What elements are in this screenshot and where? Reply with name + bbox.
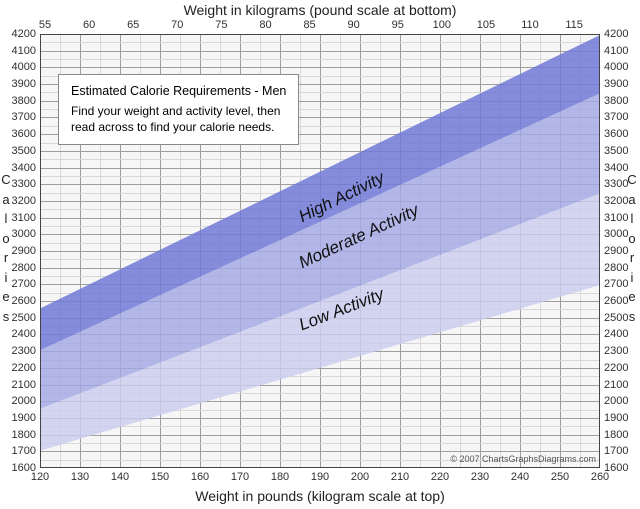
tick-label-right: 2400 [604, 328, 628, 340]
tick-label-top: 55 [39, 19, 51, 31]
tick-label-right: 3900 [604, 78, 628, 90]
tick-label-left: 2800 [12, 262, 36, 274]
tick-label-left: 2900 [12, 245, 36, 257]
tick-label-top: 60 [83, 19, 95, 31]
tick-label-bottom: 250 [551, 471, 569, 483]
tick-label-left: 1600 [12, 462, 36, 474]
tick-label-left: 2300 [12, 345, 36, 357]
tick-label-right: 2700 [604, 278, 628, 290]
tick-label-left: 4200 [12, 28, 36, 40]
tick-label-left: 2000 [12, 395, 36, 407]
tick-label-left: 2500 [12, 312, 36, 324]
tick-label-right: 3000 [604, 228, 628, 240]
tick-label-left: 3100 [12, 212, 36, 224]
tick-label-bottom: 200 [351, 471, 369, 483]
tick-label-right: 2900 [604, 245, 628, 257]
tick-label-right: 3400 [604, 162, 628, 174]
tick-label-right: 3300 [604, 178, 628, 190]
tick-label-top: 65 [127, 19, 139, 31]
tick-label-right: 1900 [604, 412, 628, 424]
tick-label-right: 3800 [604, 95, 628, 107]
tick-label-left: 3800 [12, 95, 36, 107]
tick-label-right: 3100 [604, 212, 628, 224]
tick-label-right: 2800 [604, 262, 628, 274]
tick-label-left: 2600 [12, 295, 36, 307]
tick-label-bottom: 150 [151, 471, 169, 483]
tick-label-bottom: 160 [191, 471, 209, 483]
tick-label-right: 2000 [604, 395, 628, 407]
tick-label-bottom: 180 [271, 471, 289, 483]
tick-label-right: 4000 [604, 61, 628, 73]
tick-label-top: 95 [392, 19, 404, 31]
tick-label-top: 75 [215, 19, 227, 31]
tick-label-right: 2500 [604, 312, 628, 324]
tick-label-right: 3500 [604, 145, 628, 157]
tick-label-left: 1800 [12, 429, 36, 441]
tick-label-left: 2100 [12, 379, 36, 391]
info-box: Estimated Calorie Requirements - Men Find… [58, 74, 299, 145]
tick-label-left: 3300 [12, 178, 36, 190]
chart-container: Weight in kilograms (pound scale at bott… [0, 0, 640, 509]
tick-label-right: 3600 [604, 128, 628, 140]
tick-label-bottom: 240 [511, 471, 529, 483]
tick-label-bottom: 170 [231, 471, 249, 483]
tick-label-left: 3000 [12, 228, 36, 240]
tick-label-top: 85 [303, 19, 315, 31]
tick-label-top: 80 [259, 19, 271, 31]
tick-label-right: 4200 [604, 28, 628, 40]
axis-title-top: Weight in kilograms (pound scale at bott… [184, 2, 457, 18]
info-box-line: read across to find your calorie needs. [71, 119, 286, 136]
tick-label-left: 1900 [12, 412, 36, 424]
tick-label-top: 115 [565, 19, 583, 31]
tick-label-bottom: 210 [391, 471, 409, 483]
plot-area: High ActivityModerate ActivityLow Activi… [40, 34, 600, 468]
tick-label-top: 105 [477, 19, 495, 31]
tick-label-right: 3700 [604, 111, 628, 123]
tick-label-top: 100 [433, 19, 451, 31]
tick-label-left: 4000 [12, 61, 36, 73]
info-box-title: Estimated Calorie Requirements - Men [71, 83, 286, 101]
tick-label-left: 2200 [12, 362, 36, 374]
info-box-line: Find your weight and activity level, the… [71, 103, 286, 120]
axis-title-left: Calories [0, 170, 12, 326]
tick-label-top: 110 [521, 19, 539, 31]
tick-label-right: 1600 [604, 462, 628, 474]
tick-label-right: 2200 [604, 362, 628, 374]
tick-label-left: 4100 [12, 45, 36, 57]
tick-label-bottom: 190 [311, 471, 329, 483]
tick-label-left: 3600 [12, 128, 36, 140]
copyright-text: © 2007 ChartsGraphsDiagrams.com [450, 454, 596, 464]
tick-label-bottom: 130 [71, 471, 89, 483]
tick-label-left: 1700 [12, 445, 36, 457]
tick-label-right: 2300 [604, 345, 628, 357]
tick-label-left: 3900 [12, 78, 36, 90]
tick-label-right: 2600 [604, 295, 628, 307]
tick-label-right: 1700 [604, 445, 628, 457]
tick-label-left: 3400 [12, 162, 36, 174]
tick-label-bottom: 220 [431, 471, 449, 483]
tick-label-left: 3700 [12, 111, 36, 123]
tick-label-right: 2100 [604, 379, 628, 391]
tick-label-top: 90 [348, 19, 360, 31]
tick-label-left: 3200 [12, 195, 36, 207]
tick-label-right: 4100 [604, 45, 628, 57]
tick-label-right: 1800 [604, 429, 628, 441]
tick-label-top: 70 [171, 19, 183, 31]
tick-label-left: 2400 [12, 328, 36, 340]
tick-label-left: 3500 [12, 145, 36, 157]
tick-label-right: 3200 [604, 195, 628, 207]
axis-title-bottom: Weight in pounds (kilogram scale at top) [195, 488, 445, 504]
tick-label-bottom: 140 [111, 471, 129, 483]
tick-label-bottom: 230 [471, 471, 489, 483]
tick-label-left: 2700 [12, 278, 36, 290]
